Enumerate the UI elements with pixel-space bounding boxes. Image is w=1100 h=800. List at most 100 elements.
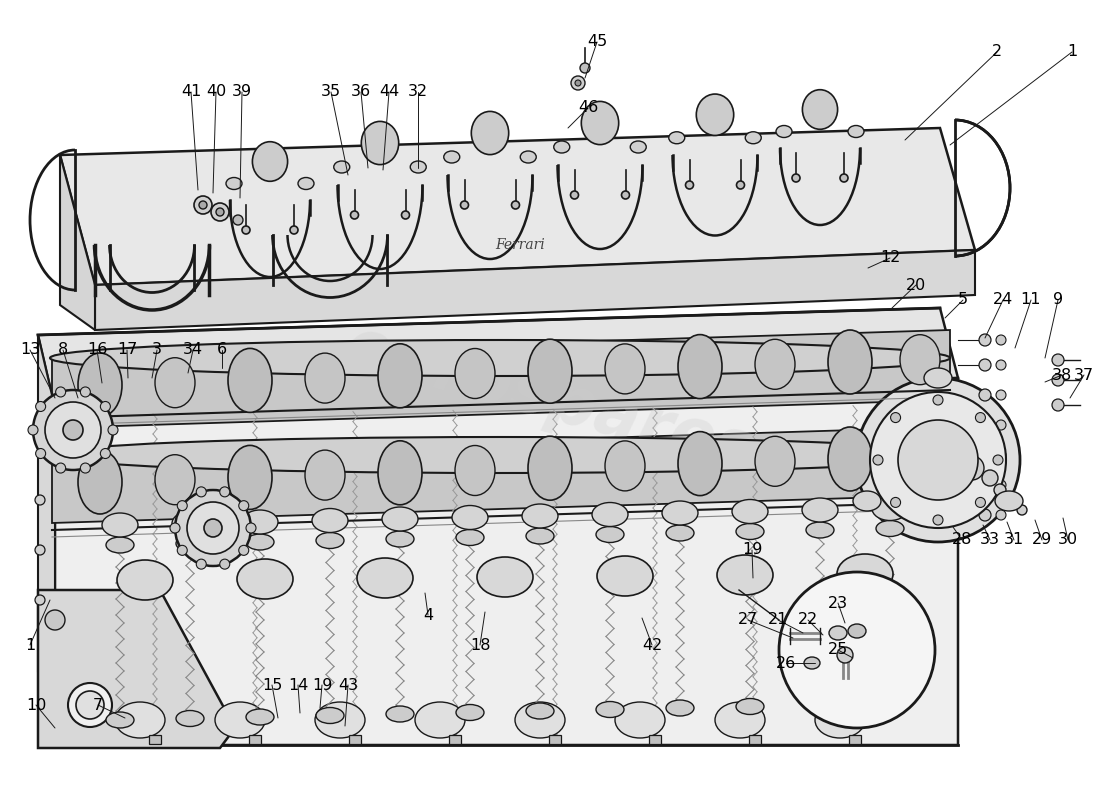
Text: 26: 26 <box>776 655 796 670</box>
Circle shape <box>979 479 991 491</box>
Text: 12: 12 <box>880 250 900 266</box>
Circle shape <box>100 402 110 411</box>
Ellipse shape <box>596 702 624 718</box>
Bar <box>249 735 261 744</box>
Circle shape <box>982 470 998 486</box>
Ellipse shape <box>315 702 365 738</box>
Ellipse shape <box>106 712 134 728</box>
Text: 45: 45 <box>587 34 607 50</box>
Text: 10: 10 <box>25 698 46 713</box>
Ellipse shape <box>228 349 272 413</box>
Ellipse shape <box>678 334 722 398</box>
Text: 42: 42 <box>642 638 662 653</box>
Ellipse shape <box>252 142 287 182</box>
Circle shape <box>239 501 249 510</box>
Text: 16: 16 <box>87 342 107 358</box>
Text: 13: 13 <box>20 342 40 358</box>
Text: 19: 19 <box>311 678 332 693</box>
Circle shape <box>996 450 1006 460</box>
Polygon shape <box>52 427 950 523</box>
Bar <box>349 735 361 744</box>
Circle shape <box>571 76 585 90</box>
Text: 1: 1 <box>1067 45 1077 59</box>
Circle shape <box>960 456 984 480</box>
Circle shape <box>873 455 883 465</box>
Ellipse shape <box>802 498 838 522</box>
Circle shape <box>996 420 1006 430</box>
Circle shape <box>840 174 848 182</box>
Bar <box>549 735 561 744</box>
Ellipse shape <box>666 700 694 716</box>
Circle shape <box>996 390 1006 400</box>
Circle shape <box>779 572 935 728</box>
Ellipse shape <box>528 436 572 500</box>
Ellipse shape <box>316 533 344 549</box>
Text: 11: 11 <box>1021 293 1042 307</box>
Text: 4: 4 <box>422 607 433 622</box>
Circle shape <box>211 203 229 221</box>
Circle shape <box>1052 374 1064 386</box>
Text: 33: 33 <box>980 533 1000 547</box>
Circle shape <box>242 226 250 234</box>
Text: 24: 24 <box>993 293 1013 307</box>
Circle shape <box>571 191 579 199</box>
Bar <box>449 735 461 744</box>
Text: 38: 38 <box>1052 367 1072 382</box>
Text: 23: 23 <box>828 595 848 610</box>
Ellipse shape <box>358 558 412 598</box>
Text: 19: 19 <box>741 542 762 558</box>
Circle shape <box>575 80 581 86</box>
Text: 14: 14 <box>288 678 308 693</box>
Ellipse shape <box>526 528 554 544</box>
Circle shape <box>45 610 65 630</box>
Text: Ferrari: Ferrari <box>495 238 544 252</box>
Ellipse shape <box>596 526 624 542</box>
Text: 7: 7 <box>92 698 103 713</box>
Polygon shape <box>52 330 950 428</box>
Circle shape <box>196 559 207 569</box>
Circle shape <box>175 490 251 566</box>
Circle shape <box>68 683 112 727</box>
Ellipse shape <box>520 151 537 163</box>
Circle shape <box>1005 495 1015 505</box>
Ellipse shape <box>553 141 570 153</box>
Ellipse shape <box>242 510 278 534</box>
Ellipse shape <box>298 178 314 190</box>
Ellipse shape <box>443 151 460 163</box>
Ellipse shape <box>236 559 293 599</box>
Ellipse shape <box>378 441 422 505</box>
Polygon shape <box>39 308 958 408</box>
Ellipse shape <box>732 499 768 523</box>
Ellipse shape <box>228 446 272 510</box>
Circle shape <box>100 449 110 458</box>
Circle shape <box>1052 399 1064 411</box>
Circle shape <box>979 334 991 346</box>
Circle shape <box>177 546 187 555</box>
Ellipse shape <box>876 695 904 711</box>
Circle shape <box>33 390 113 470</box>
Ellipse shape <box>829 626 847 640</box>
Circle shape <box>35 495 45 505</box>
Ellipse shape <box>597 556 653 596</box>
Ellipse shape <box>776 126 792 138</box>
Text: 18: 18 <box>470 638 491 653</box>
Ellipse shape <box>455 446 495 495</box>
Text: 34: 34 <box>183 342 204 358</box>
Circle shape <box>216 208 224 216</box>
Ellipse shape <box>804 657 820 669</box>
Circle shape <box>685 181 693 189</box>
Circle shape <box>1052 354 1064 366</box>
Circle shape <box>996 510 1006 520</box>
Circle shape <box>194 196 212 214</box>
Ellipse shape <box>102 513 138 537</box>
Bar <box>749 735 761 744</box>
Circle shape <box>290 226 298 234</box>
Text: 31: 31 <box>1004 533 1024 547</box>
Text: 40: 40 <box>206 85 227 99</box>
Ellipse shape <box>515 702 565 738</box>
Ellipse shape <box>528 339 572 403</box>
Ellipse shape <box>717 555 773 595</box>
Circle shape <box>976 498 986 507</box>
Circle shape <box>76 691 104 719</box>
Polygon shape <box>39 335 55 745</box>
